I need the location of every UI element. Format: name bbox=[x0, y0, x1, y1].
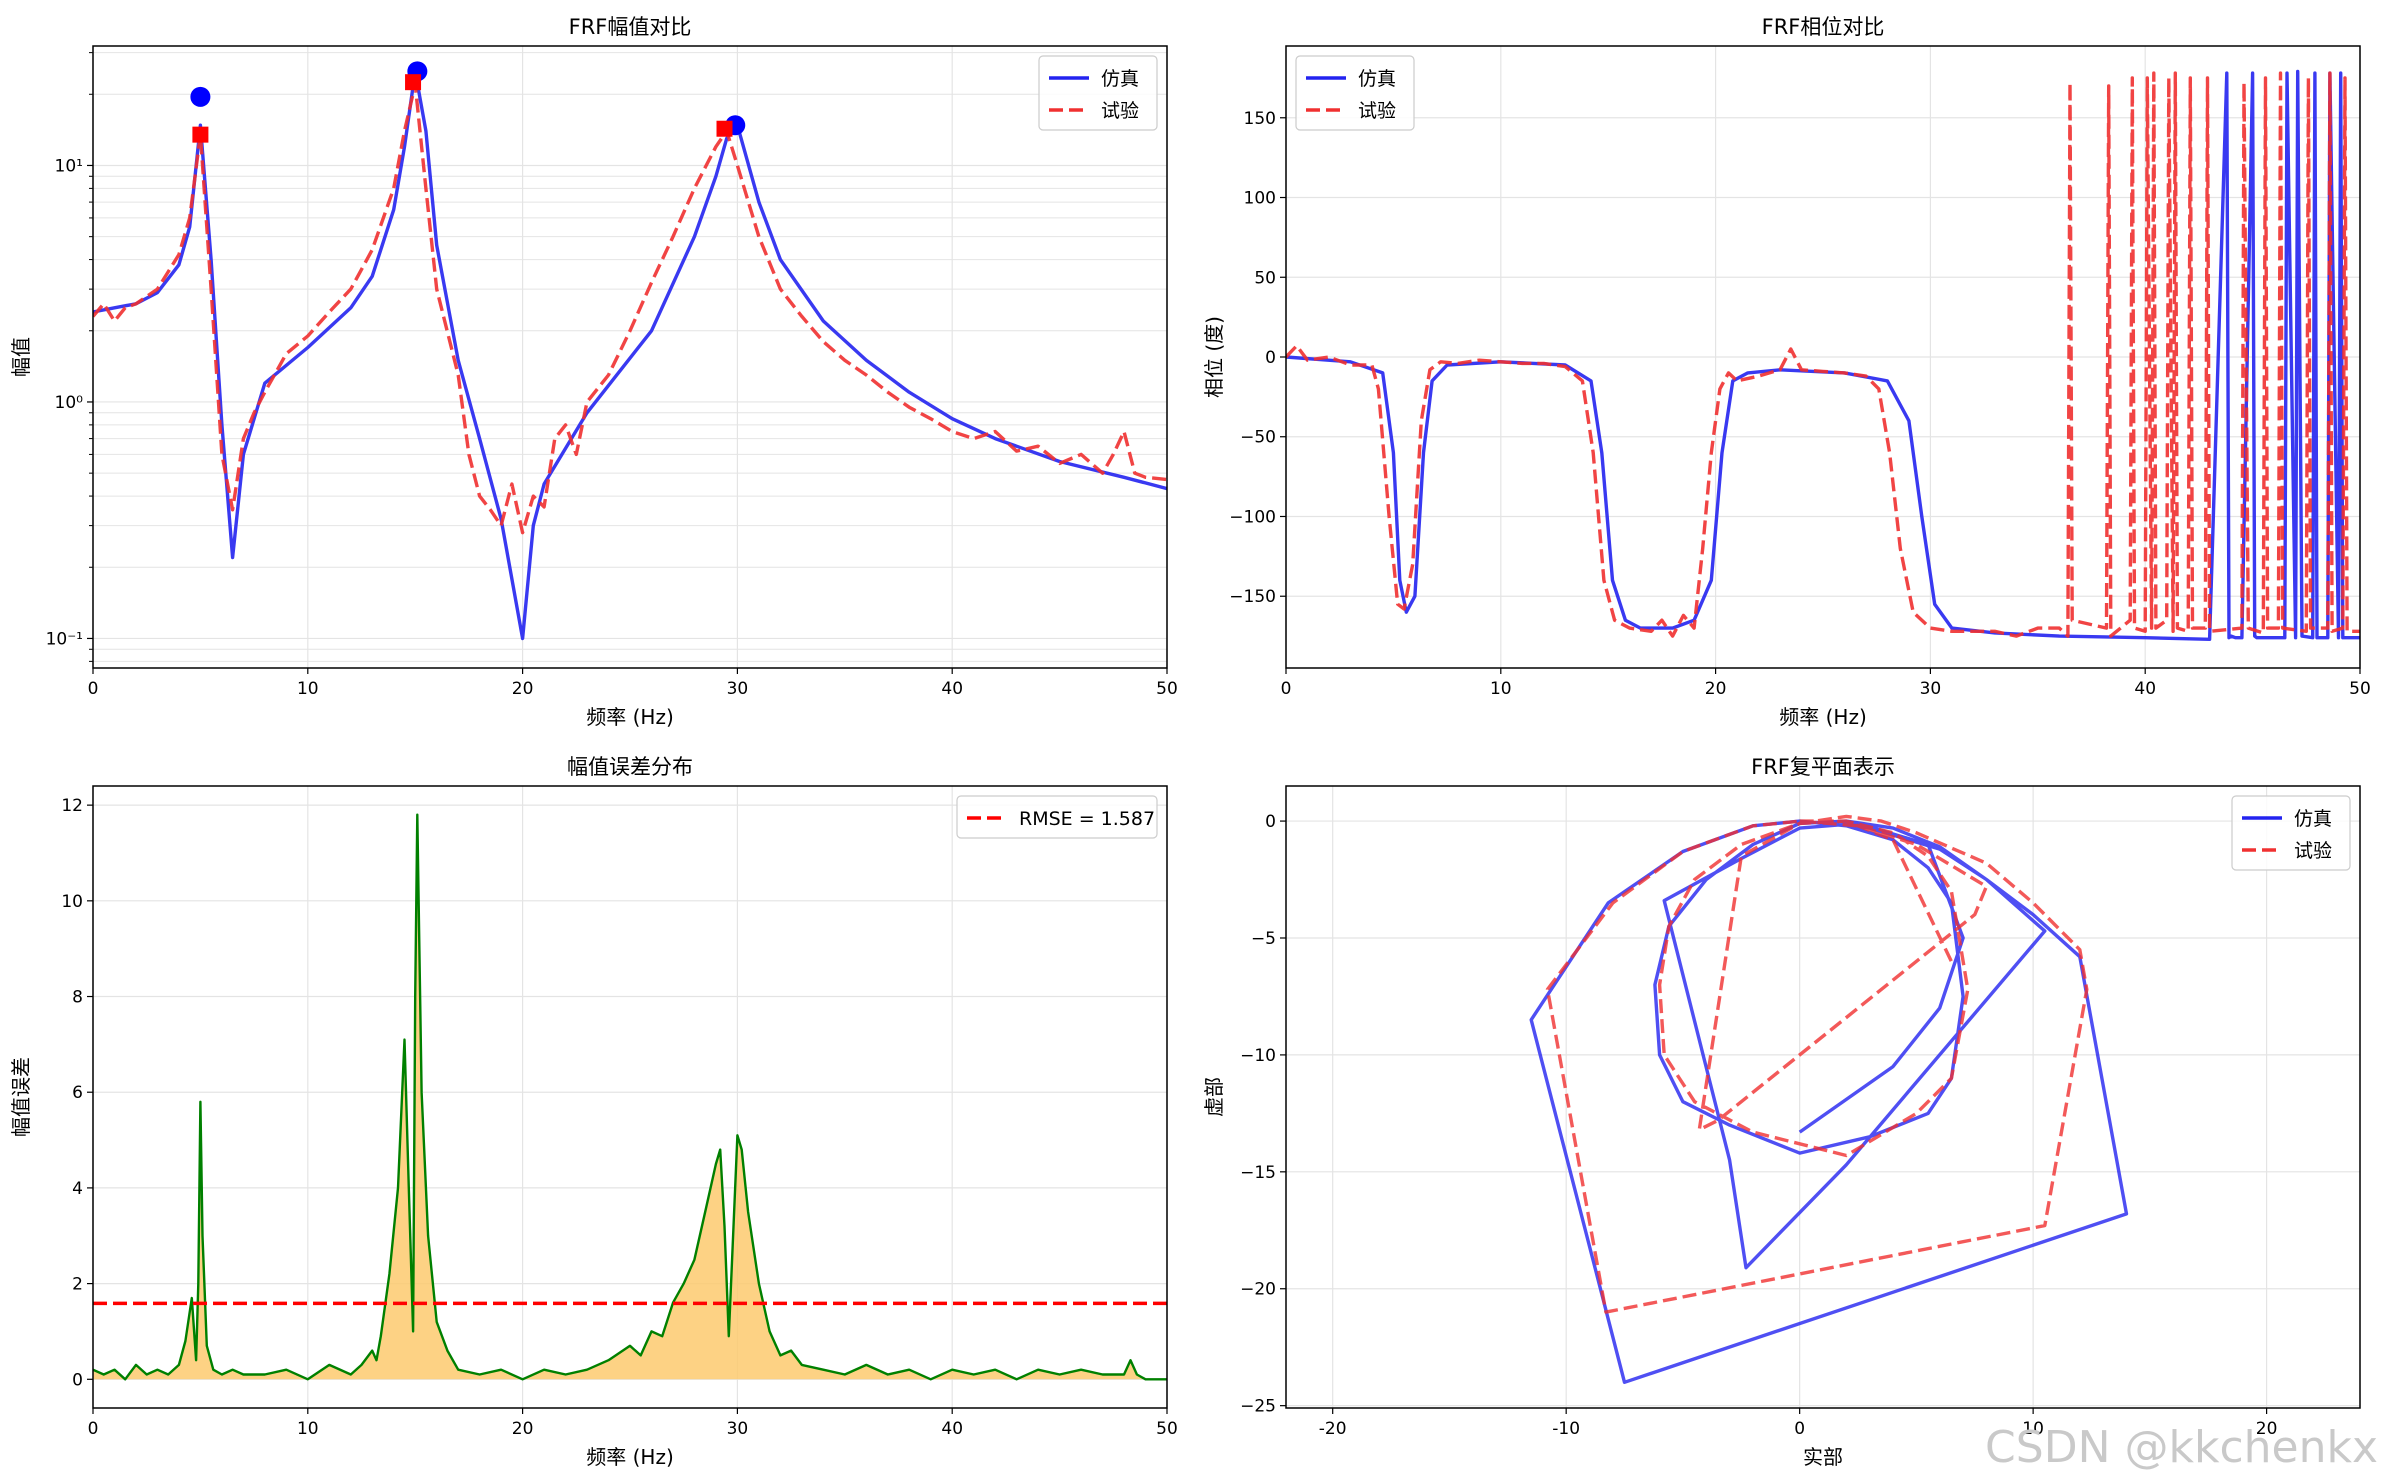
legend-label: RMSE = 1.587 bbox=[1019, 808, 1155, 830]
y-tick-label: 50 bbox=[1254, 268, 1276, 288]
legend-box bbox=[956, 795, 1158, 839]
x-tick-label: 50 bbox=[1156, 679, 1178, 699]
axes-frame bbox=[1285, 785, 2361, 1409]
x-tick-label: 0 bbox=[88, 679, 99, 699]
y-tick-label: 10¹ bbox=[55, 156, 83, 176]
x-tick-label: 10 bbox=[1490, 679, 1512, 699]
axes-frame bbox=[92, 785, 1168, 1409]
legend: RMSE = 1.587 bbox=[956, 795, 1158, 839]
y-tick-label: 4 bbox=[72, 1179, 83, 1199]
x-tick-label: 0 bbox=[88, 1419, 99, 1439]
chart-title: FRF相位对比 bbox=[1762, 15, 1885, 39]
y-tick-label: −15 bbox=[1240, 1163, 1276, 1183]
x-tick-label: 10 bbox=[297, 679, 319, 699]
y-tick-label: −5 bbox=[1251, 929, 1276, 949]
x-tick-label: 0 bbox=[1281, 679, 1292, 699]
x-tick-label: 50 bbox=[1156, 1419, 1178, 1439]
plot-area bbox=[93, 61, 1167, 641]
y-tick-label: 10⁰ bbox=[55, 393, 84, 413]
y-tick-label: 8 bbox=[72, 988, 83, 1008]
axes-frame bbox=[1285, 45, 2361, 669]
x-tick-label: 40 bbox=[2134, 679, 2156, 699]
x-axis-label: 实部 bbox=[1803, 1445, 1843, 1469]
y-tick-label: 0 bbox=[1265, 348, 1276, 368]
legend-label: 试验 bbox=[1101, 100, 1139, 122]
y-axis-label: 虚部 bbox=[1202, 1077, 1226, 1117]
plot-area bbox=[1529, 814, 2129, 1384]
y-tick-label: −50 bbox=[1240, 428, 1276, 448]
x-tick-label: 20 bbox=[512, 1419, 534, 1439]
exp-peak-marker bbox=[716, 120, 733, 137]
y-tick-label: −100 bbox=[1229, 507, 1276, 527]
x-tick-label: 10 bbox=[297, 1419, 319, 1439]
legend-label: 试验 bbox=[2294, 840, 2332, 862]
legend-label: 仿真 bbox=[1358, 68, 1396, 90]
x-tick-label: 40 bbox=[941, 679, 963, 699]
x-tick-label: -10 bbox=[1552, 1419, 1580, 1439]
chart-title: 幅值误差分布 bbox=[567, 755, 693, 779]
plot-area bbox=[93, 813, 1167, 1381]
x-axis-label: 频率 (Hz) bbox=[586, 1445, 674, 1469]
x-tick-label: 20 bbox=[512, 679, 534, 699]
exp-series-line bbox=[1286, 71, 2360, 638]
y-tick-label: −20 bbox=[1240, 1280, 1276, 1300]
watermark: CSDN @kkchenkx bbox=[1985, 1422, 2378, 1473]
y-tick-label: −25 bbox=[1240, 1397, 1276, 1417]
legend-label: 仿真 bbox=[2294, 808, 2332, 830]
sim-peak-marker bbox=[190, 86, 211, 107]
x-tick-label: 10 bbox=[2022, 1419, 2044, 1439]
x-tick-label: 30 bbox=[727, 1419, 749, 1439]
x-tick-label: 40 bbox=[941, 1419, 963, 1439]
exp-series-line bbox=[93, 82, 1167, 535]
legend-label: 试验 bbox=[1358, 100, 1396, 122]
exp-peak-marker bbox=[405, 74, 422, 91]
x-tick-label: 0 bbox=[1794, 1419, 1805, 1439]
chart-title: FRF幅值对比 bbox=[569, 15, 692, 39]
legend-box bbox=[2231, 795, 2351, 871]
y-tick-label: 10⁻¹ bbox=[46, 629, 83, 649]
sim-series-line bbox=[93, 69, 1167, 641]
frf-phase-panel: 0 10 20 30 40 50 150 100 50 0 −50 −100 −150 FRF相位对比频率… bbox=[1202, 15, 2371, 729]
legend-box bbox=[1295, 55, 1415, 131]
y-tick-label: 12 bbox=[61, 796, 83, 816]
chart-title: FRF复平面表示 bbox=[1751, 755, 1895, 779]
axes-frame bbox=[92, 45, 1168, 669]
y-tick-label: 150 bbox=[1244, 109, 1276, 129]
sim-series-line bbox=[1286, 69, 2360, 641]
y-tick-label: 100 bbox=[1244, 189, 1276, 209]
x-tick-label: 30 bbox=[727, 679, 749, 699]
y-tick-label: 0 bbox=[72, 1370, 83, 1390]
y-tick-label: 2 bbox=[72, 1275, 83, 1295]
x-tick-label: -20 bbox=[1319, 1419, 1347, 1439]
y-tick-label: −150 bbox=[1229, 587, 1276, 607]
x-tick-label: 20 bbox=[1705, 679, 1727, 699]
plot-area bbox=[1286, 69, 2360, 641]
x-tick-label: 50 bbox=[2349, 679, 2371, 699]
y-axis-label: 幅值 bbox=[9, 337, 33, 377]
x-tick-label: 20 bbox=[2256, 1419, 2278, 1439]
exp-peak-marker bbox=[192, 126, 209, 143]
error-fill-area bbox=[93, 814, 1167, 1380]
y-tick-label: 10 bbox=[61, 892, 83, 912]
x-tick-label: 30 bbox=[1920, 679, 1942, 699]
error-line bbox=[93, 813, 1167, 1381]
exp-series-line bbox=[1545, 814, 2089, 1314]
legend-box bbox=[1038, 55, 1158, 131]
y-axis-label: 幅值误差 bbox=[9, 1057, 33, 1137]
y-axis-label: 相位 (度) bbox=[1202, 316, 1226, 398]
legend-label: 仿真 bbox=[1101, 68, 1139, 90]
x-axis-label: 频率 (Hz) bbox=[586, 705, 674, 729]
y-tick-label: 0 bbox=[1265, 812, 1276, 832]
x-axis-label: 频率 (Hz) bbox=[1779, 705, 1867, 729]
y-tick-label: 6 bbox=[72, 1083, 83, 1103]
y-tick-label: −10 bbox=[1240, 1046, 1276, 1066]
